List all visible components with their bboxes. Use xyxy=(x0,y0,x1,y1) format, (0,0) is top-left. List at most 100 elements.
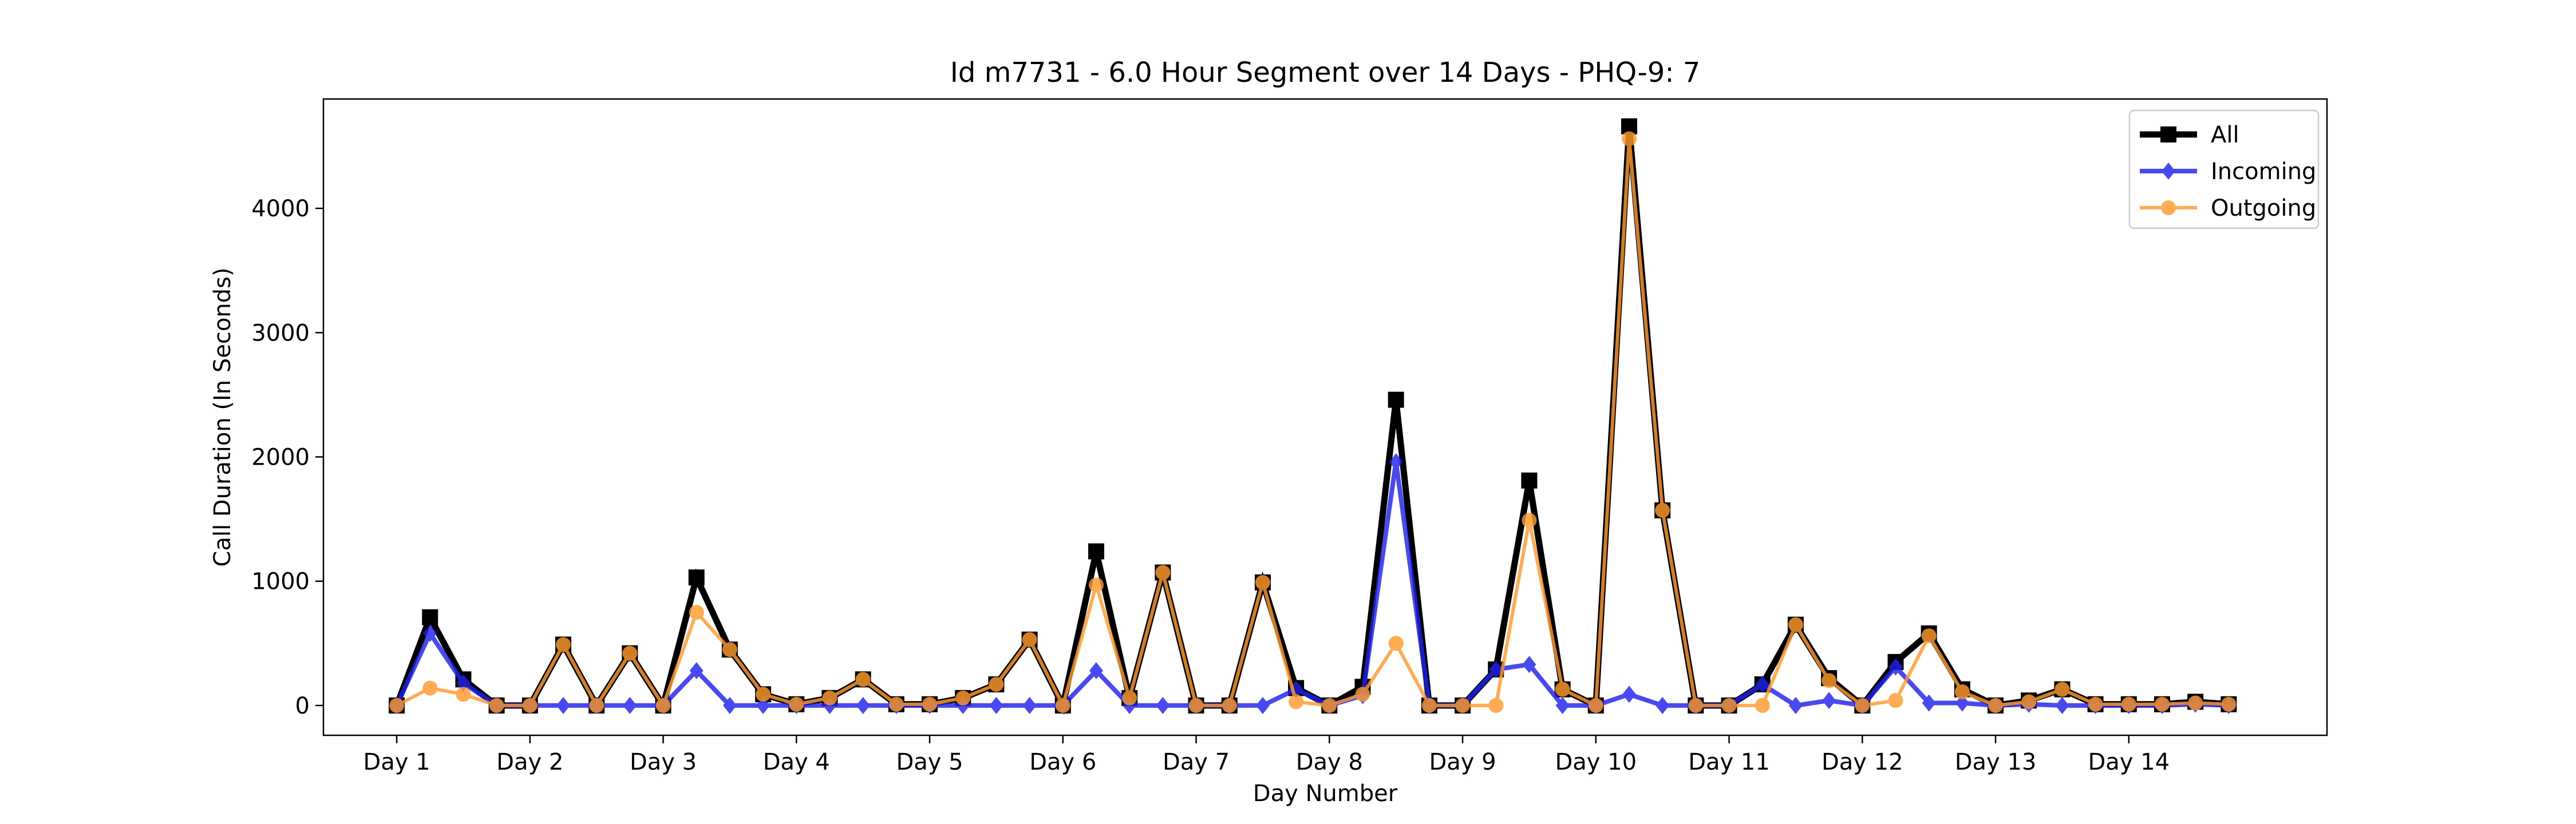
series-incoming-point xyxy=(1788,696,1803,714)
legend: All Incoming Outgoing xyxy=(2128,109,2320,229)
series-incoming-point xyxy=(989,696,1003,714)
x-tick-label: Day 4 xyxy=(763,749,830,775)
series-outgoing-point xyxy=(2055,682,2070,697)
series-incoming-point xyxy=(423,624,437,642)
x-tick-label: Day 12 xyxy=(1822,749,1903,775)
series-outgoing-point xyxy=(1755,698,1770,713)
x-tick-label: Day 1 xyxy=(363,749,430,775)
legend-box xyxy=(2128,109,2320,229)
series-incoming-point xyxy=(1922,694,1936,712)
series-incoming-point xyxy=(756,696,771,714)
series-incoming-point xyxy=(1156,696,1170,714)
series-outgoing-point xyxy=(2121,696,2136,712)
series-outgoing-point xyxy=(1655,502,1670,518)
series-outgoing-line xyxy=(396,138,2229,711)
series-outgoing-point xyxy=(422,680,438,696)
y-tick-label: 3000 xyxy=(251,320,310,346)
series-outgoing-point xyxy=(489,698,504,713)
series-incoming-point xyxy=(456,674,471,692)
legend-marker-all xyxy=(2160,126,2176,142)
series-all-point xyxy=(422,609,438,625)
chart-title: Id m7731 - 6.0 Hour Segment over 14 Days… xyxy=(950,57,1701,89)
series-outgoing-point xyxy=(1388,636,1404,651)
series-incoming-point xyxy=(1888,658,1903,676)
series-incoming-point xyxy=(1389,453,1403,471)
series-outgoing-point xyxy=(1055,698,1070,713)
series-incoming-point xyxy=(2055,696,2069,714)
series-outgoing-point xyxy=(1888,693,1903,708)
x-tick-label: Day 8 xyxy=(1296,749,1363,775)
x-tick-label: Day 9 xyxy=(1429,749,1496,775)
series-outgoing-point xyxy=(456,687,471,702)
series-outgoing-point xyxy=(1621,131,1637,146)
series-outgoing-point xyxy=(822,690,837,706)
x-tick-label: Day 2 xyxy=(496,749,563,775)
series-incoming-point xyxy=(1089,662,1103,680)
series-outgoing-point xyxy=(1921,628,1937,644)
series-outgoing-point xyxy=(622,645,638,661)
series-outgoing-point xyxy=(1788,617,1803,632)
series-outgoing-point xyxy=(1954,684,1970,699)
series-outgoing-point xyxy=(1822,673,1837,688)
legend-marker-incoming xyxy=(2162,163,2175,180)
series-outgoing-point xyxy=(789,696,804,712)
series-outgoing-point xyxy=(1322,698,1337,713)
series-incoming-point xyxy=(1955,694,1969,712)
series-incoming-point xyxy=(623,696,637,714)
plot-frame xyxy=(322,98,2328,736)
series-outgoing-point xyxy=(756,687,771,702)
series-incoming-point xyxy=(856,696,870,714)
series-outgoing-point xyxy=(389,698,405,713)
x-tick-label: Day 11 xyxy=(1688,749,1770,775)
series-outgoing-point xyxy=(922,696,938,712)
series-outgoing-point xyxy=(1488,698,1504,713)
series-incoming-point xyxy=(1255,696,1270,714)
series-incoming-line xyxy=(394,461,2229,708)
series-all-point xyxy=(1388,391,1404,408)
series-all-point xyxy=(1521,472,1538,489)
x-tick-label: Day 14 xyxy=(2088,749,2170,775)
x-tick-label: Day 6 xyxy=(1029,749,1096,775)
series-outgoing-point xyxy=(888,696,904,712)
series-outgoing-point xyxy=(722,642,737,657)
series-outgoing-point xyxy=(855,672,871,687)
series-incoming-point xyxy=(1489,660,1503,678)
legend-marker-outgoing xyxy=(2161,200,2176,215)
series-outgoing-point xyxy=(2021,694,2037,710)
series-outgoing-point xyxy=(522,698,538,713)
y-axis-title: Call Duration (In Seconds) xyxy=(210,268,236,567)
series-outgoing-point xyxy=(689,604,704,620)
x-tick-label: Day 7 xyxy=(1163,749,1230,775)
series-outgoing-point xyxy=(1088,577,1104,593)
series-incoming-point xyxy=(1555,696,1570,714)
x-tick-label: Day 5 xyxy=(896,749,963,775)
series-layer xyxy=(389,118,2237,715)
legend-entry-outgoing xyxy=(2140,200,2197,215)
x-tick-label: Day 3 xyxy=(630,749,697,775)
series-outgoing-point xyxy=(2221,696,2237,712)
x-tick-label: Day 10 xyxy=(1555,749,1637,775)
series-outgoing-point xyxy=(1988,698,2004,713)
legend-label-outgoing: Outgoing xyxy=(2211,195,2316,221)
series-outgoing-point xyxy=(1588,698,1603,713)
series-outgoing-point xyxy=(1688,698,1704,713)
series-incoming-point xyxy=(556,696,570,714)
series-outgoing-point xyxy=(655,698,671,713)
x-axis-ticks: Day 1 Day 2 Day 3 Day 4 Day 5 Day 6 Day 7 Day 8… xyxy=(363,735,2170,775)
y-tick-label: 0 xyxy=(295,693,310,719)
series-outgoing-point xyxy=(1022,632,1037,647)
series-outgoing xyxy=(389,131,2237,713)
series-outgoing-point xyxy=(1355,687,1370,702)
series-outgoing-point xyxy=(955,690,971,706)
legend-label-incoming: Incoming xyxy=(2211,159,2316,185)
series-outgoing-point xyxy=(1122,690,1137,706)
series-incoming-point xyxy=(1522,656,1536,674)
series-incoming-point xyxy=(1656,696,1670,714)
series-incoming-point xyxy=(722,696,737,714)
series-outgoing-point xyxy=(2154,696,2170,712)
series-outgoing-point xyxy=(1855,698,1870,713)
legend-entry-all xyxy=(2140,126,2197,142)
series-outgoing-point xyxy=(989,676,1004,692)
series-outgoing-point xyxy=(1289,694,1304,710)
